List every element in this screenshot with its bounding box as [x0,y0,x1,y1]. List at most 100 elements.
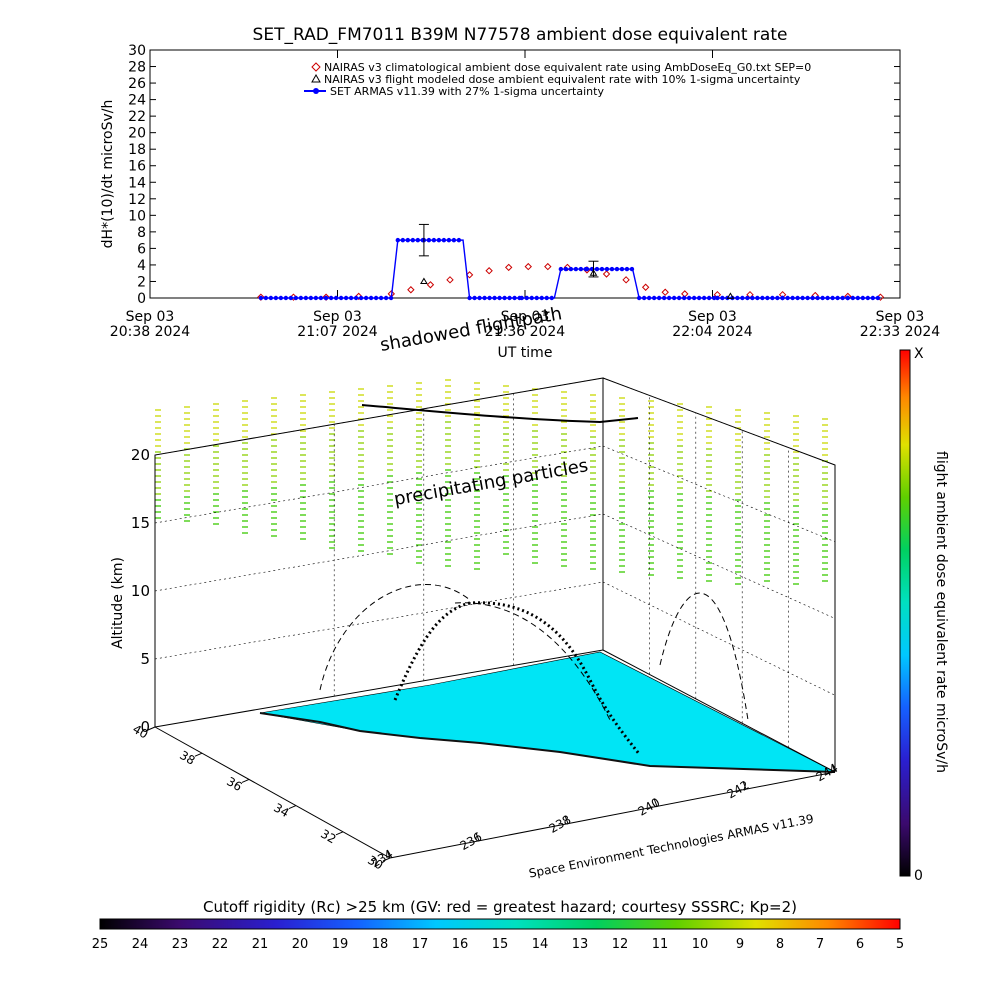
latitude-tick [288,805,297,810]
set-armas-point [840,295,845,301]
longitude-tick-label: 240 [636,795,663,819]
latitude-tick [194,752,203,757]
annotation-precipitating-particles: precipitating particles [392,455,589,510]
set-armas-point [795,295,800,301]
set-armas-point [273,295,279,301]
latitude-tick-label: 40 [130,722,150,742]
set-armas-point [815,295,820,301]
y-tick-label: 16 [128,159,146,175]
cutoff-rigidity-tick-label: 22 [212,937,229,952]
set-armas-point [373,295,379,301]
altitude-gridline [154,377,604,456]
set-armas-point [875,295,881,301]
cutoff-rigidity-tick-label: 24 [132,937,149,952]
set-armas-point [323,295,329,301]
y-axis-label: dH*(10)/dt microSv/h [100,100,116,249]
altitude-tick-label: 0 [140,718,150,736]
set-armas-point [303,295,309,301]
cutoff-rigidity-tick-label: 6 [856,937,864,952]
set-armas-point [573,266,579,272]
nairas-climatological-point [661,288,669,296]
legend-item-set-armas: SET ARMAS v11.39 with 27% 1-sigma uncert… [304,85,604,98]
y-tick-label: 22 [128,109,146,125]
set-armas-point [258,295,264,301]
legend-label-2: SET ARMAS v11.39 with 27% 1-sigma uncert… [330,85,604,98]
set-armas-point [348,295,354,301]
set-armas-point [850,295,856,301]
cutoff-rigidity-tick-label: 16 [452,937,469,952]
set-armas-point [378,295,384,301]
cutoff-rigidity-tick-label: 25 [92,937,109,952]
set-armas-point [750,295,755,301]
nairas-climatological-point [504,263,513,272]
set-armas-point [333,295,339,301]
diamond-marker-icon [311,62,321,72]
set-armas-point [313,295,319,301]
set-armas-point [614,266,620,272]
longitude-tick [831,763,836,773]
cutoff-rigidity-tick-label: 15 [492,937,509,952]
y-tick-label: 24 [128,93,146,109]
y-tick-label: 10 [128,208,146,224]
x-tick-date: Sep 03 [688,309,737,325]
latitude-tick [335,831,344,836]
set-armas-point [451,237,457,243]
dose-rate-colorbar-gradient [899,349,911,877]
longitude-tick-label: 242 [725,778,752,802]
set-armas-point [293,295,299,301]
colorbar-bottom-label: 0 [914,868,923,884]
cutoff-rigidity-tick-label: 20 [292,937,309,952]
precipitating-particle-columns [155,379,828,585]
shadowed-flightpath-right [659,592,749,721]
set-armas-point [830,295,835,301]
box-gridlines [154,377,836,748]
set-armas-point [636,295,642,301]
altitude-tick-label: 15 [131,514,150,532]
set-armas-point [656,295,662,301]
shadowed-flightpath-left [319,584,471,691]
y-tick-label: 20 [128,126,146,142]
set-armas-point [860,295,866,301]
altitude-gridline-right [602,581,836,696]
set-armas-point [415,237,421,243]
latitude-tick-label: 36 [224,774,244,794]
triangle-marker-icon [311,73,321,83]
dose-rate-colorbar: X 0 flight ambient dose equivalent rate … [899,346,949,884]
x-tick-time: 21:07 2024 [297,324,378,340]
set-armas-point [353,295,359,301]
set-armas-point [492,295,497,301]
3d-box-frame [154,377,836,859]
set-armas-point [755,295,760,301]
latitude-tick-label: 30 [365,853,385,873]
set-armas-point [278,295,284,301]
set-armas-point [696,295,702,301]
set-armas-point [343,295,349,301]
nairas-climatological-point [622,276,630,284]
x-tick-date: Sep 03 [313,309,362,325]
x-tick-date: Sep 03 [876,309,925,325]
altitude-tick-label: 20 [131,446,150,464]
set-armas-point [805,295,810,301]
set-armas-point [298,295,304,301]
set-armas-point [477,295,482,301]
nairas-climatological-point [426,281,435,289]
altitude-gridline [154,445,604,524]
y-tick-label: 28 [128,60,146,76]
altitude-ticks: 0 5 10 15 20 [131,446,150,736]
flight-track-top-projection [361,404,639,424]
set-armas-point [604,266,610,272]
set-armas-point [651,295,657,301]
set-armas-point [338,295,344,301]
set-armas-point [544,295,549,301]
altitude-tick-label: 5 [140,650,150,668]
cutoff-rigidity-tick-label: 10 [692,937,709,952]
y-tick-label: 8 [137,225,146,241]
set-armas-point [584,266,590,272]
cutoff-rigidity-title: Cutoff rigidity (Rc) >25 km (GV: red = g… [203,898,797,916]
box-back-right-wall [602,377,836,772]
latitude-tick-label: 34 [271,800,291,820]
set-armas-point [507,295,512,301]
altitude-gridline [154,513,604,592]
set-armas-point [820,295,825,301]
